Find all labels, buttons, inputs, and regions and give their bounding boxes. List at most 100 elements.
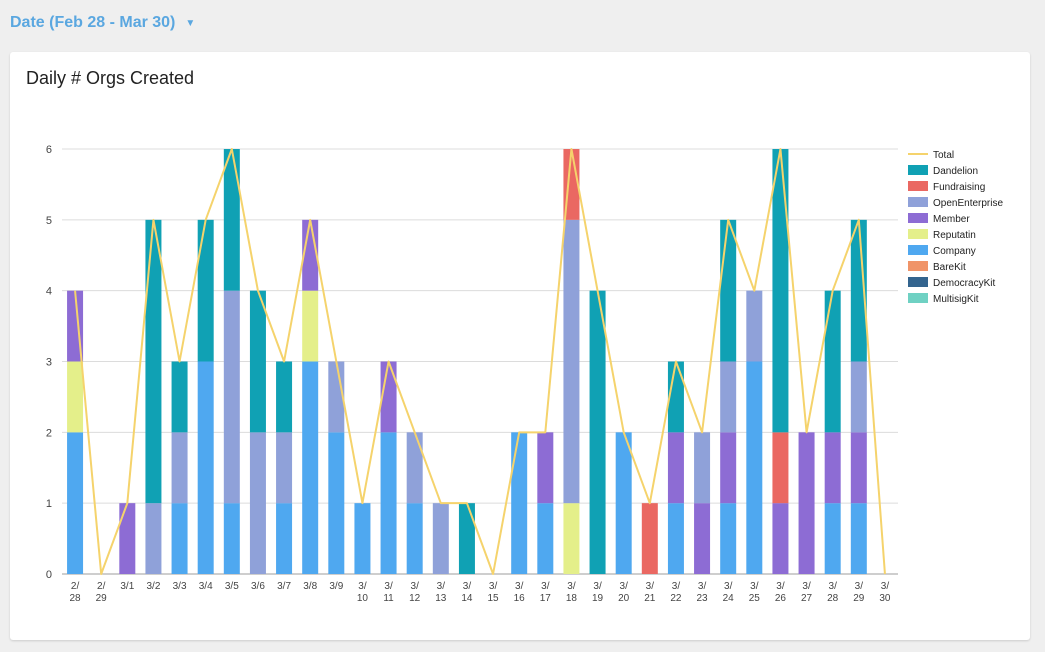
x-tick-label: 14: [461, 593, 473, 604]
bar-segment: [720, 361, 737, 433]
bar-segment: [641, 503, 658, 574]
x-tick-label: 3/6: [251, 581, 265, 592]
x-tick-label: 17: [540, 593, 552, 604]
bar-segment: [511, 432, 528, 574]
bar-segment: [197, 361, 214, 574]
x-tick-label: 3/: [358, 581, 367, 592]
bar-segment: [563, 503, 580, 574]
x-tick-label: 3/: [881, 581, 890, 592]
bar-segment: [328, 432, 345, 574]
x-tick-label: 3/: [829, 581, 838, 592]
bar-segment: [171, 361, 188, 433]
x-tick-label: 3/5: [225, 581, 239, 592]
bar-segment: [537, 503, 554, 574]
x-tick-label: 3/: [724, 581, 733, 592]
x-tick-label: 3/: [620, 581, 629, 592]
legend-label: BareKit: [933, 262, 966, 273]
date-range-filter[interactable]: Date (Feb 28 - Mar 30) ▼: [10, 14, 195, 32]
x-tick-label: 29: [96, 593, 108, 604]
legend-label: OpenEnterprise: [933, 198, 1003, 209]
legend-label: Reputatin: [933, 230, 976, 241]
x-tick-label: 2/: [97, 581, 106, 592]
bar-segment: [667, 503, 684, 574]
x-tick-label: 3/9: [329, 581, 343, 592]
bar-segment: [772, 432, 789, 504]
bar-segment: [67, 432, 84, 574]
legend-label: MultisigKit: [933, 294, 979, 305]
x-tick-label: 28: [70, 593, 82, 604]
bar-segment: [850, 432, 867, 504]
total-line: [74, 148, 886, 575]
bar-segment: [563, 219, 580, 504]
bar-segment: [458, 503, 475, 574]
x-tick-label: 22: [670, 593, 682, 604]
legend-swatch: [908, 197, 928, 207]
bar-segment: [850, 219, 867, 362]
x-tick-label: 10: [357, 593, 369, 604]
x-tick-label: 13: [435, 593, 447, 604]
legend-swatch: [908, 277, 928, 287]
bar-segment: [223, 149, 240, 291]
bar-segment: [850, 361, 867, 433]
legend-swatch: [908, 245, 928, 255]
x-tick-label: 28: [827, 593, 839, 604]
x-tick-label: 3/8: [303, 581, 317, 592]
bar-segment: [276, 432, 293, 504]
x-tick-label: 3/: [802, 581, 811, 592]
x-tick-label: 19: [592, 593, 604, 604]
x-tick-label: 30: [879, 593, 891, 604]
bar-segment: [824, 290, 841, 433]
x-tick-label: 3/1: [120, 581, 134, 592]
bar-segment: [694, 432, 711, 504]
legend-label: Member: [933, 214, 970, 225]
legend-label: Company: [933, 246, 976, 257]
date-range-label: Date (Feb 28 - Mar 30): [10, 14, 176, 31]
x-tick-label: 27: [801, 593, 813, 604]
bar-segment: [223, 290, 240, 504]
legend-swatch: [908, 293, 928, 303]
bar-segment: [249, 432, 266, 574]
x-tick-label: 3/4: [199, 581, 213, 592]
x-tick-label: 3/: [567, 581, 576, 592]
bar-segment: [772, 503, 789, 574]
x-tick-label: 3/: [411, 581, 420, 592]
bar-segment: [589, 290, 606, 574]
bar-segment: [302, 361, 319, 574]
legend-label: DemocracyKit: [933, 278, 995, 289]
x-tick-label: 3/: [855, 581, 864, 592]
x-tick-label: 15: [488, 593, 500, 604]
x-tick-label: 3/: [646, 581, 655, 592]
x-tick-label: 3/2: [146, 581, 160, 592]
legend-swatch: [908, 213, 928, 223]
bar-segment: [145, 219, 162, 504]
y-tick-label: 2: [46, 427, 52, 439]
x-tick-label: 18: [566, 593, 578, 604]
chart-title: Daily # Orgs Created: [26, 68, 195, 88]
bar-segment: [720, 432, 737, 504]
bar-segment: [746, 290, 763, 362]
x-tick-label: 3/7: [277, 581, 291, 592]
legend-label: Fundraising: [933, 182, 985, 193]
bar-segment: [798, 432, 815, 574]
bar-segment: [276, 503, 293, 574]
x-tick-label: 3/3: [173, 581, 187, 592]
x-tick-label: 16: [514, 593, 526, 604]
x-tick-label: 3/: [384, 581, 393, 592]
x-tick-label: 3/: [698, 581, 707, 592]
x-tick-label: 29: [853, 593, 865, 604]
x-tick-label: 3/: [593, 581, 602, 592]
legend-label: Dandelion: [933, 166, 978, 177]
bar-segment: [67, 361, 84, 433]
y-tick-label: 4: [46, 286, 52, 298]
x-tick-label: 3/: [489, 581, 498, 592]
bar-segment: [720, 219, 737, 362]
y-tick-label: 3: [46, 357, 52, 369]
bar-segment: [354, 503, 371, 574]
x-tick-label: 3/: [750, 581, 759, 592]
legend-label: Total: [933, 150, 954, 161]
x-tick-label: 3/: [463, 581, 472, 592]
bar-segment: [119, 503, 136, 574]
x-tick-label: 2/: [71, 581, 80, 592]
bar-segment: [746, 361, 763, 574]
legend-swatch: [908, 229, 928, 239]
